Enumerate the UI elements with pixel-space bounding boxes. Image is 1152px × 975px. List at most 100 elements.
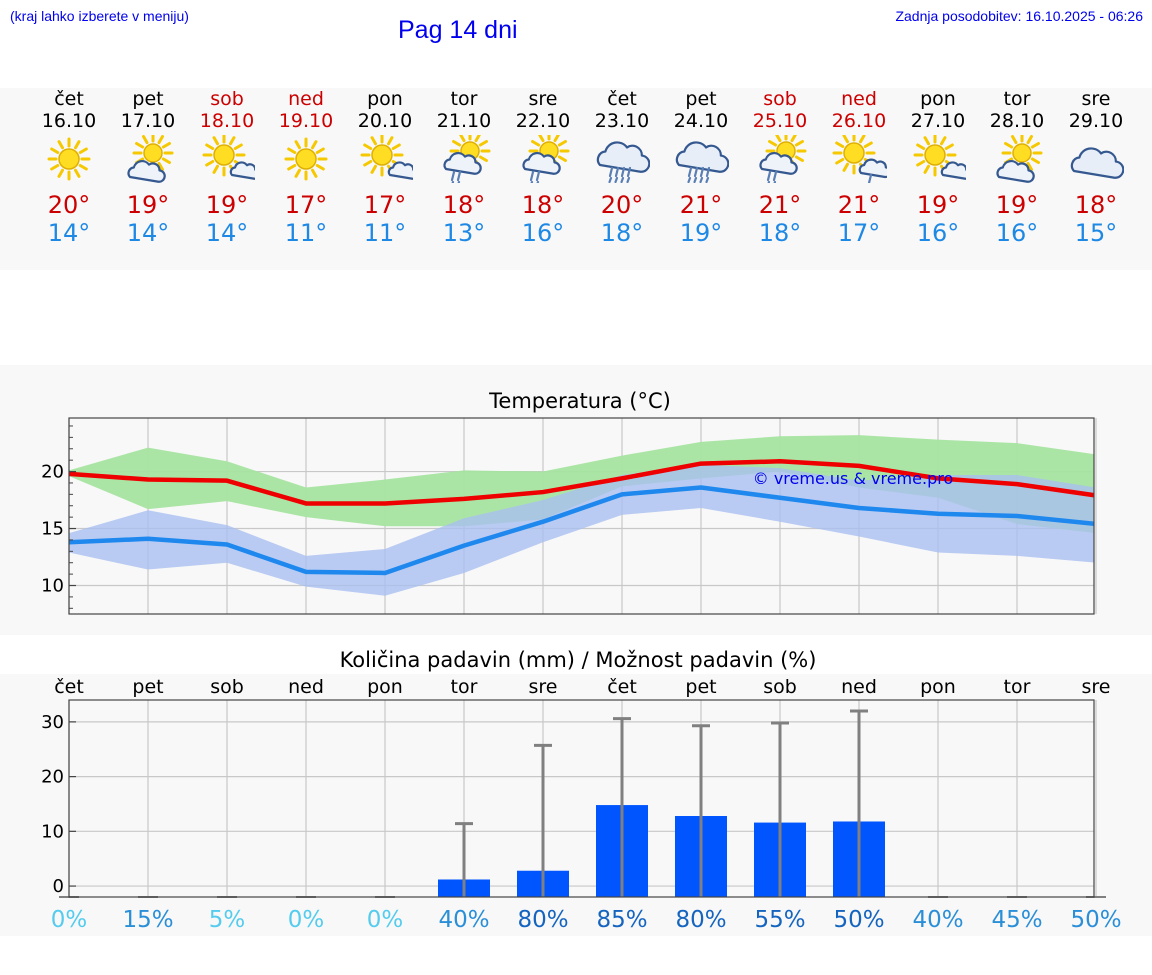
cloudy-icon: [1070, 147, 1124, 179]
max-temperature: 20°: [47, 191, 91, 219]
y-tick-label: 10: [41, 576, 64, 597]
min-temperature: 17°: [837, 219, 881, 247]
x-tick-label: sob: [763, 676, 797, 698]
forecast-band: [0, 88, 1152, 270]
day-date: 18.10: [199, 110, 255, 132]
last-update: Zadnja posodobitev: 16.10.2025 - 06:26: [895, 8, 1143, 24]
precipitation-probability: 50%: [833, 907, 884, 933]
y-tick-label: 20: [41, 767, 64, 788]
min-temperature: 14°: [205, 219, 249, 247]
precipitation-chart: Količina padavin (mm) / Možnost padavin …: [41, 648, 1121, 933]
day-date: 20.10: [357, 110, 413, 132]
precipitation-probability: 15%: [122, 907, 173, 933]
min-temperature: 18°: [600, 219, 644, 247]
max-temperature: 17°: [284, 191, 328, 219]
max-temperature: 18°: [521, 191, 565, 219]
day-date: 24.10: [673, 110, 729, 132]
precipitation-probability: 80%: [517, 907, 568, 933]
day-date: 23.10: [594, 110, 650, 132]
x-tick-label: sre: [1082, 676, 1111, 698]
x-tick-label: ned: [841, 676, 877, 698]
min-temperature: 16°: [995, 219, 1039, 247]
x-tick-label: tor: [1004, 676, 1031, 698]
max-temperature: 19°: [916, 191, 960, 219]
day-column: pet 17.10 19° 14°: [109, 88, 187, 247]
day-name: čet: [54, 88, 84, 110]
plot-frame: [68, 417, 1095, 615]
day-name: sob: [763, 88, 797, 110]
sun-rain-icon: [443, 135, 491, 183]
max-temperature: 21°: [679, 191, 723, 219]
chart-title: Količina padavin (mm) / Možnost padavin …: [340, 648, 817, 672]
day-column: čet 23.10 20° 18°: [583, 88, 661, 247]
y-tick-label: 20: [41, 462, 64, 483]
location-hint[interactable]: (kraj lahko izberete v meniju): [10, 8, 189, 24]
min-temperature: 16°: [916, 219, 960, 247]
day-date: 16.10: [41, 110, 97, 132]
min-temperature: 11°: [284, 219, 328, 247]
precipitation-probability: 40%: [912, 907, 963, 933]
day-name: ned: [288, 88, 324, 110]
precipitation-probability: 50%: [1070, 907, 1121, 933]
max-temperature: 21°: [837, 191, 881, 219]
x-tick-label: ned: [288, 676, 324, 698]
min-temperature: 13°: [442, 219, 486, 247]
day-name: sob: [210, 88, 244, 110]
day-date: 29.10: [1068, 110, 1124, 132]
min-temperature: 19°: [679, 219, 723, 247]
page-title: Pag 14 dni: [398, 16, 518, 44]
day-column: pon 27.10 19° 16°: [899, 88, 977, 247]
day-date: 22.10: [515, 110, 571, 132]
sun-icon: [284, 137, 328, 181]
sun-small-cloud-icon: [360, 135, 413, 180]
precipitation-probability: 85%: [596, 907, 647, 933]
x-tick-label: čet: [54, 676, 84, 698]
x-tick-label: sre: [529, 676, 558, 698]
x-tick-label: pon: [920, 676, 956, 698]
x-tick-label: sob: [210, 676, 244, 698]
heavy-rain-icon: [596, 141, 650, 183]
day-name: čet: [607, 88, 637, 110]
precipitation-probability: 55%: [754, 907, 805, 933]
day-date: 17.10: [120, 110, 176, 132]
day-name: pet: [685, 88, 717, 110]
max-temperature: 19°: [205, 191, 249, 219]
day-date: 27.10: [910, 110, 966, 132]
day-column: pet 24.10 21° 19°: [662, 88, 740, 247]
max-temperature: 19°: [126, 191, 170, 219]
day-name: pon: [920, 88, 956, 110]
max-temperature: 19°: [995, 191, 1039, 219]
precipitation-probability: 5%: [209, 907, 246, 933]
precipitation-probability: 0%: [288, 907, 325, 933]
day-name: pet: [132, 88, 164, 110]
min-temperature: 14°: [126, 219, 170, 247]
sun-cloud-light-rain-icon: [832, 135, 887, 183]
x-tick-label: tor: [451, 676, 478, 698]
y-tick-label: 10: [41, 821, 64, 842]
precipitation-probability: 80%: [675, 907, 726, 933]
day-column: tor 28.10 19° 16°: [978, 88, 1056, 247]
day-column: ned 26.10 21° 17°: [820, 88, 898, 247]
temperature-chart: Temperatura (°C) © vreme.us & vreme.pro 10…: [41, 389, 1097, 615]
precipitation-probability: 40%: [438, 907, 489, 933]
min-temperature: 14°: [47, 219, 91, 247]
day-name: tor: [450, 88, 478, 110]
day-date: 28.10: [989, 110, 1045, 132]
sun-rain-icon: [759, 135, 807, 183]
sun-rain-icon: [522, 135, 570, 183]
min-temperature: 15°: [1074, 219, 1118, 247]
day-date: 21.10: [436, 110, 492, 132]
x-tick-label: pon: [367, 676, 403, 698]
sun-small-cloud-icon: [913, 135, 966, 180]
day-name: pon: [367, 88, 403, 110]
max-temperature: 18°: [1074, 191, 1118, 219]
day-name: ned: [841, 88, 877, 110]
day-date: 19.10: [278, 110, 334, 132]
day-name: tor: [1003, 88, 1031, 110]
max-temperature-line: [69, 459, 1094, 506]
y-tick-label: 30: [41, 712, 64, 733]
watermark: © vreme.us & vreme.pro: [753, 469, 954, 488]
plot-area: [69, 700, 1094, 897]
heavy-rain-icon: [675, 141, 729, 183]
daily-forecast: čet 16.10 20° 14° pet 17.10 19° 14° sob 18.10 19° 1…: [0, 88, 1152, 268]
